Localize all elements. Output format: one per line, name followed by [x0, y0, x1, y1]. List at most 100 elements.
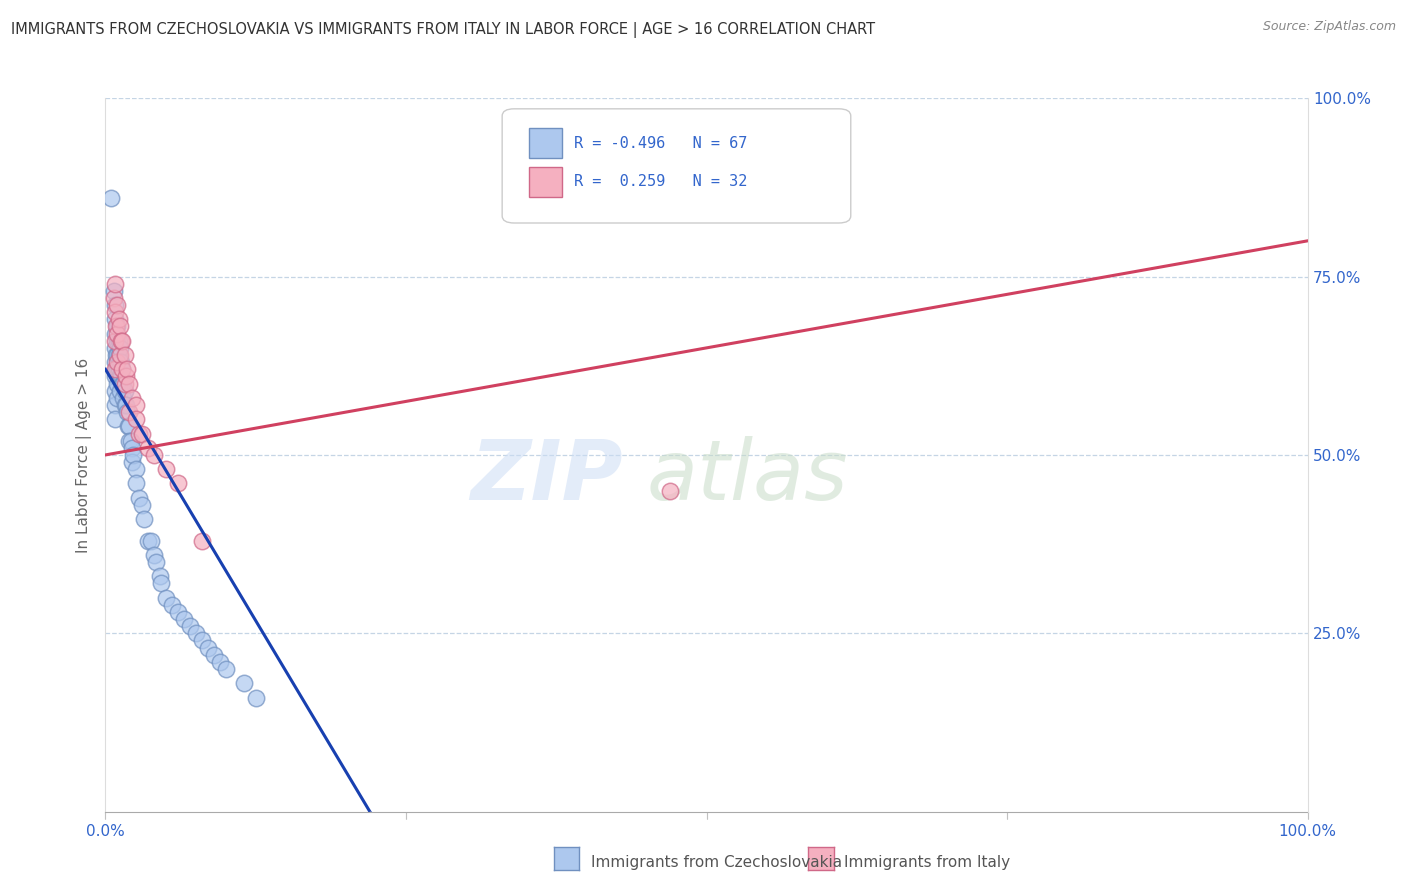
Point — [104, 362, 127, 376]
Point — [110, 355, 132, 369]
Point — [190, 633, 212, 648]
Point — [124, 462, 146, 476]
Point — [128, 491, 150, 505]
Point — [149, 576, 172, 591]
Point — [108, 369, 131, 384]
Point — [136, 533, 159, 548]
Point — [122, 448, 145, 462]
Point — [108, 384, 131, 398]
Point — [131, 498, 153, 512]
Point — [111, 376, 134, 391]
Point — [190, 533, 212, 548]
Point — [111, 362, 134, 376]
Point — [110, 334, 132, 348]
Point — [115, 369, 138, 384]
Point — [108, 355, 131, 369]
Point — [142, 548, 165, 562]
Point — [107, 326, 129, 341]
Point — [132, 512, 155, 526]
Point — [148, 569, 170, 583]
FancyBboxPatch shape — [529, 167, 562, 196]
Point — [107, 319, 129, 334]
Point — [232, 676, 254, 690]
Point — [105, 319, 128, 334]
Point — [107, 312, 129, 326]
Point — [107, 298, 129, 312]
Point — [208, 655, 231, 669]
Text: Immigrants from Italy: Immigrants from Italy — [844, 855, 1010, 870]
Point — [105, 362, 128, 376]
Point — [112, 376, 135, 391]
Point — [104, 398, 127, 412]
Point — [124, 398, 146, 412]
Point — [142, 448, 165, 462]
Point — [214, 662, 236, 676]
Point — [136, 441, 159, 455]
Point — [114, 398, 136, 412]
Point — [105, 348, 128, 362]
Text: IMMIGRANTS FROM CZECHOSLOVAKIA VS IMMIGRANTS FROM ITALY IN LABOR FORCE | AGE > 1: IMMIGRANTS FROM CZECHOSLOVAKIA VS IMMIGR… — [11, 22, 876, 38]
Point — [104, 312, 127, 326]
Point — [179, 619, 201, 633]
Point — [107, 362, 129, 376]
Point — [104, 412, 127, 426]
Text: atlas: atlas — [647, 436, 848, 516]
Point — [118, 405, 141, 419]
Point — [111, 362, 134, 376]
Point — [155, 462, 177, 476]
Point — [117, 419, 139, 434]
Point — [108, 319, 131, 334]
Point — [103, 291, 125, 305]
Point — [107, 355, 129, 369]
Point — [110, 369, 132, 384]
Point — [124, 412, 146, 426]
Text: Immigrants from Czechoslovakia: Immigrants from Czechoslovakia — [591, 855, 842, 870]
Point — [245, 690, 267, 705]
Point — [166, 605, 188, 619]
Point — [197, 640, 219, 655]
Point — [114, 348, 136, 362]
Point — [131, 426, 153, 441]
Point — [115, 398, 138, 412]
Point — [100, 191, 122, 205]
Point — [107, 376, 129, 391]
Point — [128, 426, 150, 441]
Text: Source: ZipAtlas.com: Source: ZipAtlas.com — [1263, 20, 1396, 33]
Point — [107, 334, 129, 348]
Point — [115, 405, 138, 419]
Point — [145, 555, 167, 569]
Point — [184, 626, 207, 640]
Point — [104, 305, 127, 319]
Point — [114, 376, 136, 391]
FancyBboxPatch shape — [502, 109, 851, 223]
Point — [103, 284, 125, 298]
Point — [124, 476, 146, 491]
Point — [118, 419, 141, 434]
Point — [139, 533, 162, 548]
Point — [155, 591, 177, 605]
FancyBboxPatch shape — [529, 128, 562, 158]
Point — [121, 455, 143, 469]
Point — [104, 298, 127, 312]
Point — [107, 348, 129, 362]
Point — [115, 362, 138, 376]
Point — [104, 326, 127, 341]
Y-axis label: In Labor Force | Age > 16: In Labor Force | Age > 16 — [76, 358, 93, 552]
Point — [121, 441, 143, 455]
Point — [108, 348, 131, 362]
Point — [107, 334, 129, 348]
Point — [173, 612, 195, 626]
Text: R =  0.259   N = 32: R = 0.259 N = 32 — [574, 174, 748, 189]
Point — [202, 648, 225, 662]
Text: ZIP: ZIP — [470, 436, 623, 516]
Point — [120, 434, 142, 448]
Point — [107, 391, 129, 405]
Point — [104, 355, 127, 369]
Point — [114, 384, 136, 398]
Point — [160, 598, 183, 612]
Point — [118, 434, 141, 448]
Point — [108, 341, 131, 355]
Point — [104, 384, 127, 398]
Point — [112, 391, 135, 405]
Point — [166, 476, 188, 491]
